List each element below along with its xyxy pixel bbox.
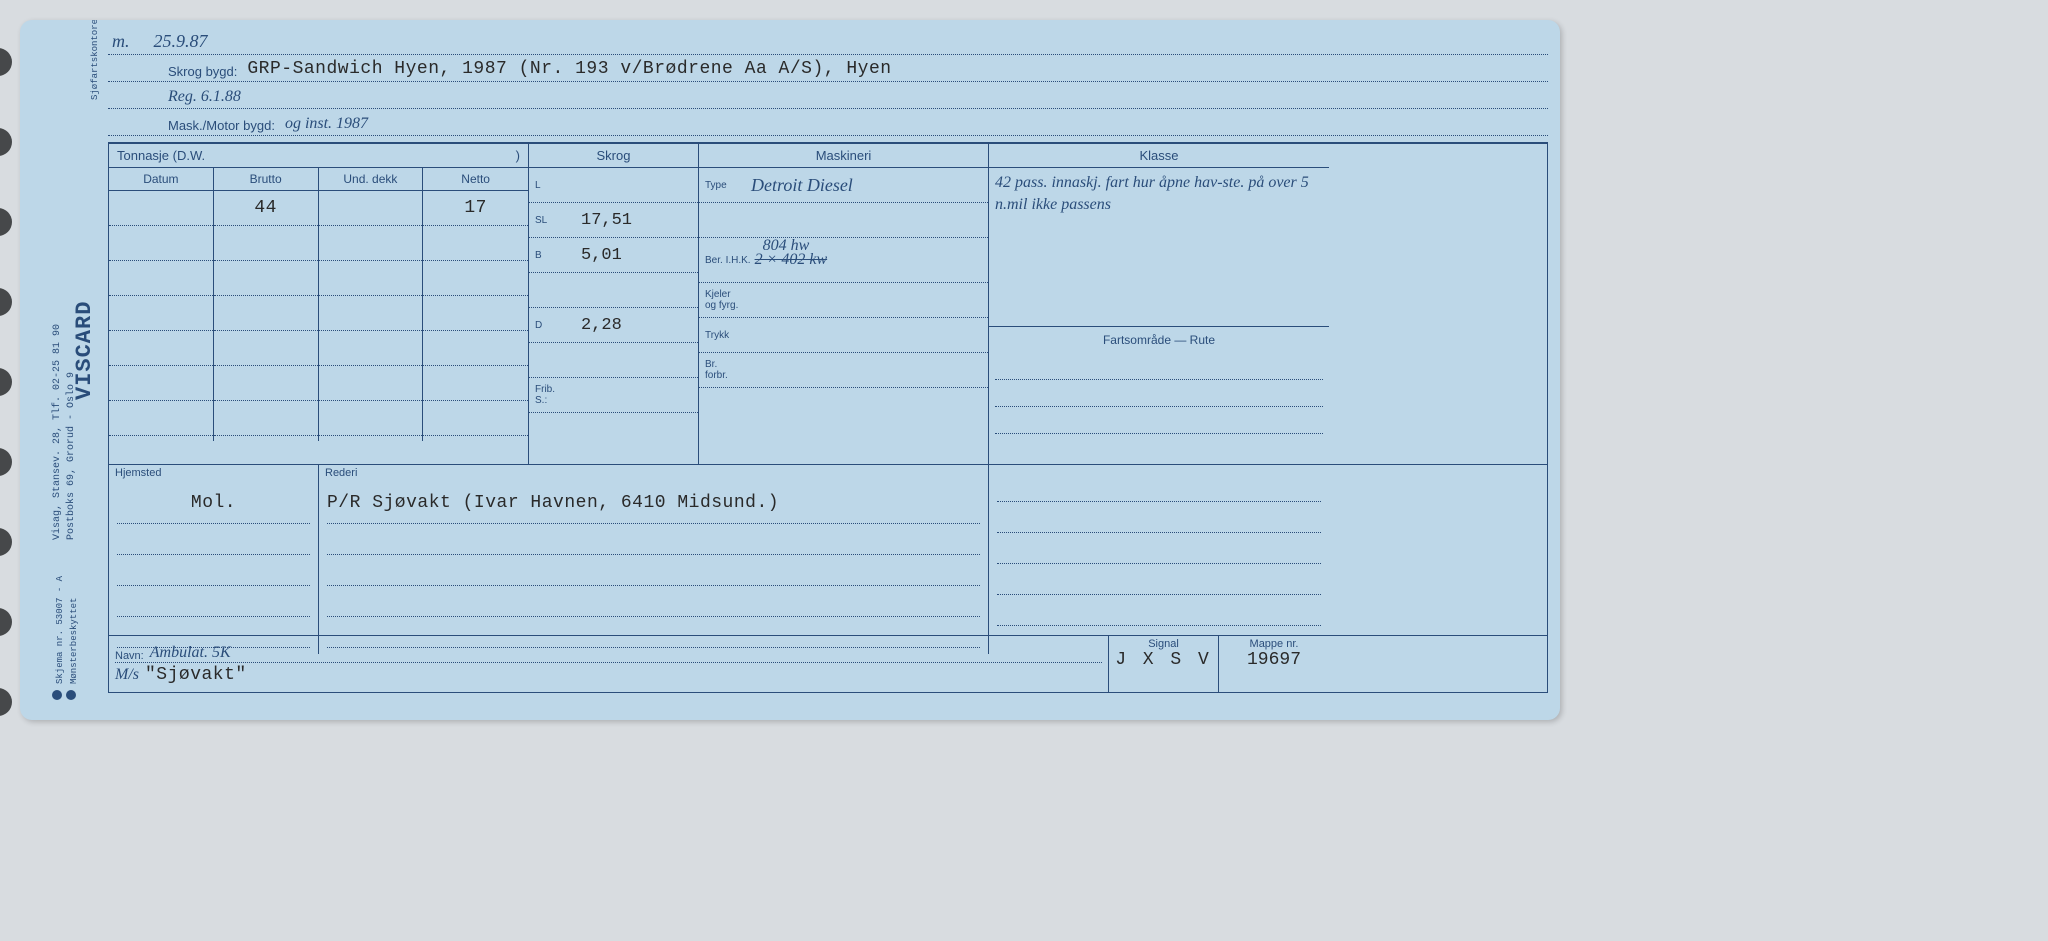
side-protected: Mønsterbeskyttet: [66, 598, 79, 700]
ihk-label: Ber. I.H.K.: [705, 255, 751, 266]
date-handwritten: 25.9.87: [154, 31, 208, 52]
hjemsted-cell: Hjemsted Mol.: [109, 465, 319, 654]
mask-motor-label: Mask./Motor bygd:: [168, 118, 275, 133]
col-brutto: Brutto: [214, 168, 319, 190]
datum-val: [109, 191, 213, 226]
klasse-title: Klasse: [989, 144, 1329, 167]
b-val: 5,01: [581, 246, 622, 265]
navn-cell: Navn: Ambulat. 5K M/s "Sjøvakt": [109, 636, 1109, 692]
side-form-no: Skjema nr. 53007 - A: [52, 576, 65, 700]
col-netto: Netto: [423, 168, 528, 190]
mappe-cell: Mappe nr. 19697: [1219, 636, 1329, 692]
tonnasje-title-left: Tonnasje (D.W.: [117, 148, 205, 163]
hjemsted-val: Mol.: [117, 487, 310, 524]
header-row-2: Skrog bygd: GRP-Sandwich Hyen, 1987 (Nr.…: [108, 55, 1548, 82]
header-row-4: Mask./Motor bygd: og inst. 1987: [108, 109, 1548, 136]
ihk-top: 804 hw: [763, 237, 810, 255]
klasse-column: Klasse 42 pass. innaskj. fart hur åpne h…: [989, 144, 1329, 464]
br-label: Br. forbr.: [705, 359, 747, 381]
mappe-val: 19697: [1225, 650, 1323, 670]
rederi-label: Rederi: [319, 465, 988, 481]
col-datum: Datum: [109, 168, 214, 190]
type-label: Type: [705, 180, 747, 191]
maskineri-title: Maskineri: [699, 144, 988, 167]
frib-label: Frib. S.:: [535, 384, 577, 406]
header-row-1: m. 25.9.87: [108, 28, 1548, 55]
tonnasje-column: Tonnasje (D.W. ) Datum Brutto Und. dekk …: [109, 144, 529, 464]
unddekk-val: [319, 191, 423, 226]
side-print: VISCARD Visag, Stansev. 28, Tlf. 02-25 8…: [26, 20, 96, 720]
signal-label: Signal: [1115, 638, 1212, 650]
navn-hw: Ambulat. 5K: [150, 644, 231, 662]
lower-section: Hjemsted Mol. Rederi P/R Sjøvakt (Ivar H…: [108, 465, 1548, 636]
d-label: D: [535, 320, 577, 331]
navn-label: Navn:: [115, 650, 144, 662]
header-row-3: Reg. 6.1.88: [108, 82, 1548, 109]
skrog-title: Skrog: [529, 144, 698, 167]
skrog-bygd-value: GRP-Sandwich Hyen, 1987 (Nr. 193 v/Brødr…: [247, 59, 891, 79]
brutto-val: 44: [214, 191, 318, 226]
index-card: VISCARD Visag, Stansev. 28, Tlf. 02-25 8…: [20, 20, 1560, 720]
rederi-val: P/R Sjøvakt (Ivar Havnen, 6410 Midsund.): [327, 487, 980, 524]
netto-val: 17: [423, 191, 528, 226]
main-grid: Tonnasje (D.W. ) Datum Brutto Und. dekk …: [108, 142, 1548, 465]
b-label: B: [535, 250, 577, 261]
skrog-column: Skrog L SL 17,51 B 5,01 D 2,28 Frib. S.:: [529, 144, 699, 464]
tonnasje-subheaders: Datum Brutto Und. dekk Netto: [109, 167, 528, 191]
rederi-cell: Rederi P/R Sjøvakt (Ivar Havnen, 6410 Mi…: [319, 465, 989, 654]
sl-val: 17,51: [581, 211, 632, 230]
kjeler-label: Kjeler og fyrg.: [705, 289, 747, 311]
binder-holes: [0, 20, 18, 720]
trykk-label: Trykk: [705, 330, 747, 341]
side-address-2: Postboks 69, Grorud - Oslo 9: [66, 372, 77, 540]
skrog-bygd-label: Skrog bygd:: [168, 64, 237, 79]
side-dept: Sjøfartskontoret: [90, 20, 100, 100]
farts-label: Fartsområde — Rute: [989, 326, 1329, 353]
tonnasje-title-right: ): [516, 148, 520, 163]
sl-label: SL: [535, 215, 577, 226]
hjemsted-label: Hjemsted: [109, 465, 318, 481]
col-unddekk: Und. dekk: [319, 168, 424, 190]
klasse-note: 42 pass. innaskj. fart hur åpne hav-ste.…: [995, 172, 1323, 217]
mappe-label: Mappe nr.: [1225, 638, 1323, 650]
card-content: m. 25.9.87 Skrog bygd: GRP-Sandwich Hyen…: [108, 28, 1548, 712]
reg-handwritten: Reg. 6.1.88: [168, 88, 241, 106]
signal-val: J X S V: [1115, 650, 1212, 670]
side-address-1: Visag, Stansev. 28, Tlf. 02-25 81 90: [52, 324, 63, 540]
maskineri-column: Maskineri Type Detroit Diesel Ber. I.H.K.…: [699, 144, 989, 464]
signal-cell: Signal J X S V: [1109, 636, 1219, 692]
type-val: Detroit Diesel: [751, 175, 853, 196]
tonnasje-data: 44 17: [109, 191, 528, 441]
bottom-row: Navn: Ambulat. 5K M/s "Sjøvakt" Signal J…: [108, 636, 1548, 693]
ms-prefix: M/s: [115, 666, 139, 684]
l-label: L: [535, 180, 577, 191]
m-prefix: m.: [112, 31, 130, 52]
navn-typed: "Sjøvakt": [145, 665, 247, 685]
d-val: 2,28: [581, 316, 622, 335]
mask-motor-hw: og inst. 1987: [285, 115, 368, 133]
lower-right-cell: [989, 465, 1329, 654]
